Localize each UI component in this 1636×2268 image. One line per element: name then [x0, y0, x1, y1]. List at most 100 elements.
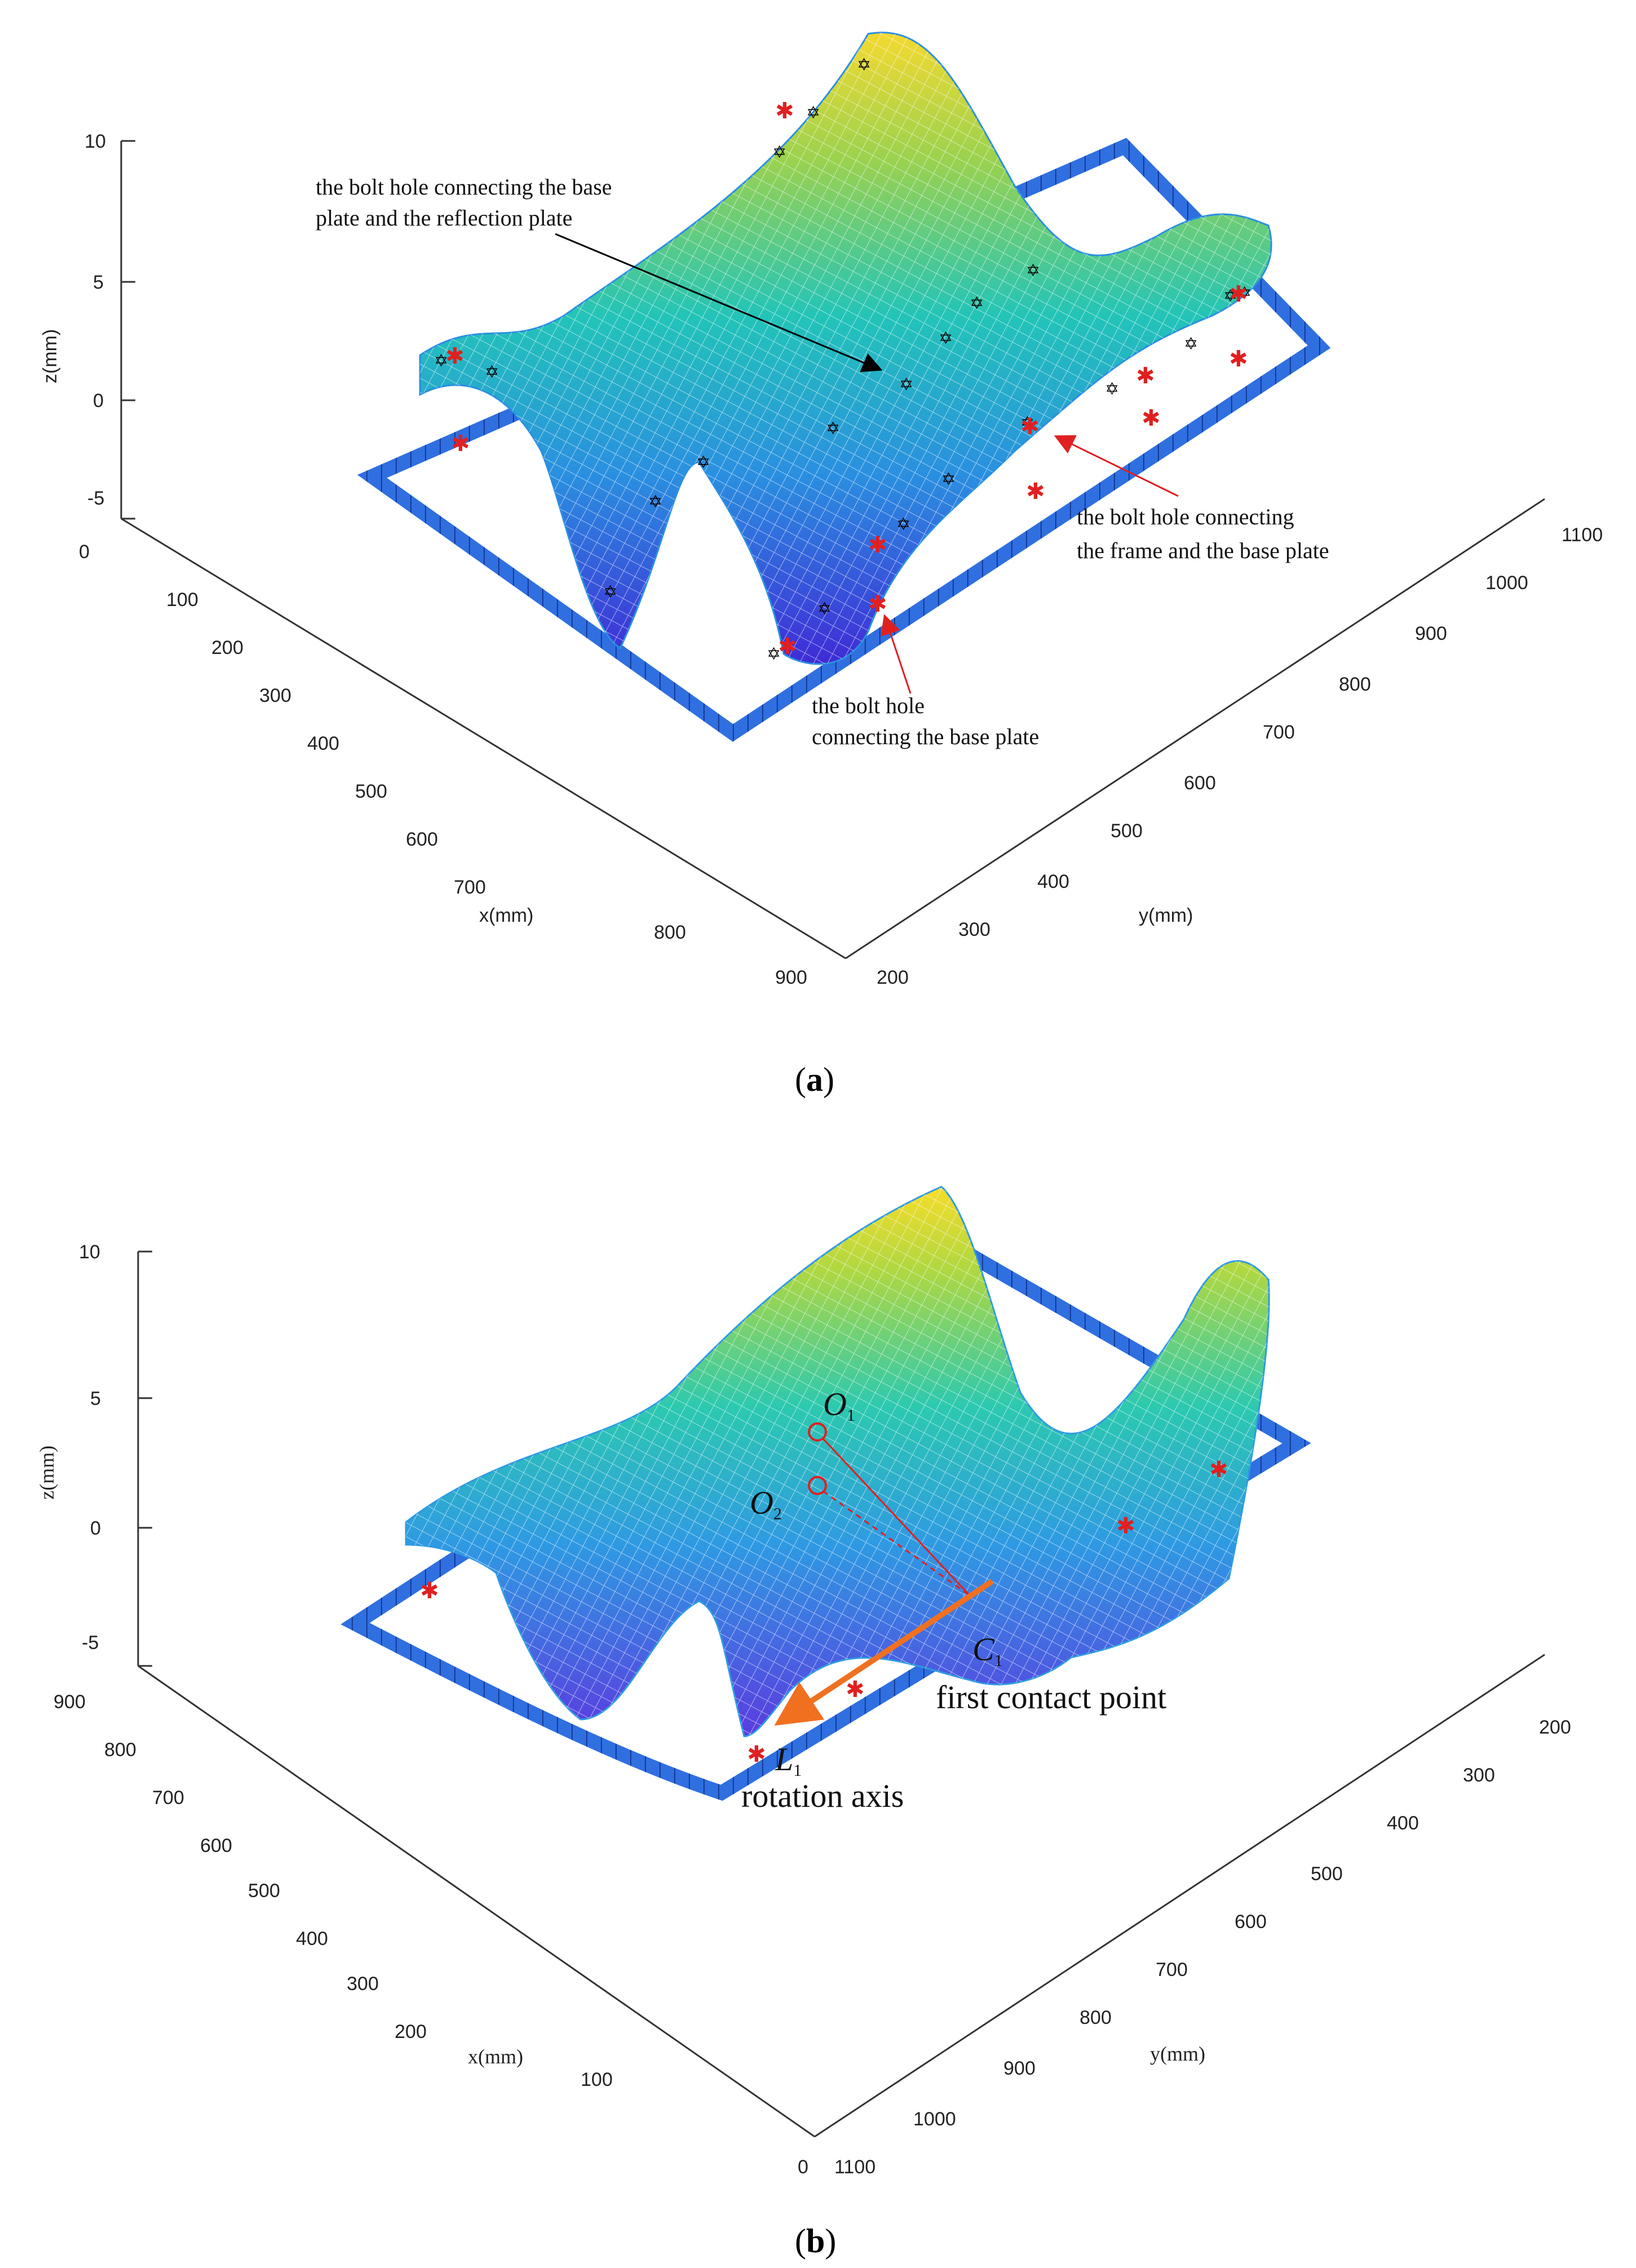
bolt-cross: ✱: [1229, 346, 1248, 372]
x-tick-b: 400: [296, 1928, 328, 1949]
x-tick-a: 600: [406, 829, 438, 850]
label-c1: C1: [972, 1631, 1003, 1670]
y-tick-b: 400: [1387, 1812, 1419, 1834]
y-tick-b: 300: [1463, 1765, 1495, 1786]
annotation-a-3: the bolt hole connecting the base plate: [812, 614, 1039, 749]
z-ticks-b: [138, 1250, 152, 1667]
bolt-cross: ✱: [868, 591, 887, 617]
x-tick-a: 400: [307, 733, 339, 754]
caption-a: (a): [795, 1061, 834, 1098]
bolt-star: ✡: [434, 351, 448, 371]
x-tick-b: 100: [581, 2069, 613, 2090]
x-tick-a: 100: [166, 589, 198, 611]
bolt-cross: ✱: [846, 1677, 865, 1703]
bolt-star: ✡: [939, 329, 953, 348]
svg-text:the frame and the base plate: the frame and the base plate: [1077, 538, 1329, 563]
y-tick-a: 300: [958, 919, 991, 940]
annotation-first-contact: first contact point: [936, 1679, 1166, 1716]
bolt-star: ✡: [767, 644, 781, 664]
frame-b: [341, 1231, 1311, 1801]
annotation-rotation-axis: rotation axis: [741, 1778, 904, 1814]
bolt-star: ✡: [941, 470, 956, 489]
bolt-star: ✡: [1026, 261, 1040, 281]
bolt-star: ✡: [806, 103, 820, 123]
label-o2: O2: [750, 1484, 782, 1523]
label-o1: O1: [823, 1386, 855, 1425]
surface-a: [419, 32, 1272, 665]
y-ticks-a: 200 300 400 500 600 700 800 900 1000 110…: [877, 524, 1603, 988]
bolt-star: ✡: [1237, 284, 1252, 303]
bolt-star: ✡: [1105, 379, 1119, 399]
bolt-star: ✡: [772, 143, 786, 162]
y-tick-b: 800: [1080, 2007, 1112, 2028]
rotation-axis-arrow: [774, 1579, 994, 1726]
y-label-b: y(mm): [1150, 2042, 1205, 2065]
z-tick-a-5: 5: [93, 272, 104, 293]
svg-text:the bolt hole: the bolt hole: [812, 693, 925, 718]
y-tick-b: 500: [1311, 1863, 1343, 1885]
y-tick-b: 900: [1003, 2058, 1036, 2079]
z-tick-a-10: 10: [85, 131, 106, 152]
y-tick-a: 700: [1263, 722, 1295, 743]
z-label-a: z(mm): [39, 329, 61, 383]
bolt-cross: ✱: [775, 98, 794, 124]
bolt-cross: ✱: [778, 634, 797, 660]
bolt-cross: ✱: [445, 343, 465, 369]
bolt-star: ✡: [1020, 413, 1034, 433]
y-tick-a: 1000: [1485, 572, 1528, 594]
annotation-a-2: the bolt hole connecting the frame and t…: [1054, 435, 1329, 563]
annotation-a-1: the bolt hole connecting the base plate …: [316, 174, 883, 373]
bolt-star: ✡: [817, 599, 832, 619]
svg-text:the bolt hole connecting: the bolt hole connecting: [1077, 504, 1294, 529]
z-label-b: z(mm): [36, 1445, 58, 1500]
x-label-b: x(mm): [468, 2045, 523, 2068]
x-tick-b: 200: [395, 2021, 427, 2042]
svg-text:plate and the reflection plate: plate and the reflection plate: [316, 205, 572, 231]
panel-a: 10 5 0 -5 z(mm) 0 100 200 300 400 500 60…: [39, 32, 1603, 1098]
x-tick-a: 300: [259, 685, 291, 706]
bolt-cross: ✱: [1026, 479, 1045, 505]
bolt-star: ✡: [485, 362, 499, 382]
surface-b: [405, 1186, 1270, 1738]
x-tick-b: 600: [200, 1835, 232, 1856]
z-tick-b-5: 5: [90, 1388, 101, 1409]
bolt-cross: ✱: [451, 431, 470, 457]
y-tick-b: 200: [1539, 1717, 1571, 1738]
point-o2: [808, 1476, 827, 1495]
bolt-star: ✡: [970, 294, 984, 313]
y-ticks-b: 1100 1000 900 800 700 600 500 400 300 20…: [834, 1717, 1571, 2178]
x-tick-b: 800: [104, 1739, 136, 1761]
bolt-star: ✡: [896, 515, 910, 534]
z-tick-b-m5: -5: [82, 1632, 99, 1654]
y-tick-b: 700: [1156, 1959, 1188, 1980]
x-tick-a: 200: [211, 637, 244, 658]
bolt-cross: ✱: [1142, 405, 1161, 431]
y-tick-a: 400: [1037, 871, 1069, 892]
axes-a: [120, 141, 1545, 960]
x-label-a: x(mm): [479, 905, 533, 926]
y-tick-a: 500: [1111, 820, 1143, 842]
x-tick-a: 500: [355, 781, 387, 802]
z-tick-b-0: 0: [90, 1518, 101, 1539]
x-tick-a: 0: [79, 541, 90, 563]
x-tick-b: 900: [54, 1691, 86, 1713]
label-l1: L1: [775, 1741, 802, 1780]
bolt-star: ✡: [826, 419, 840, 439]
axes-b: [137, 1252, 1545, 2138]
x-tick-b: 500: [248, 1880, 280, 1902]
x-tick-b: 700: [152, 1787, 184, 1809]
x-tick-a: 800: [654, 922, 686, 943]
svg-text:the bolt hole connecting the b: the bolt hole connecting the base: [316, 174, 612, 200]
z-ticks-a: [121, 140, 135, 520]
bolt-star: ✡: [696, 453, 710, 472]
x-ticks-a: 0 100 200 300 400 500 600 700 800 900: [79, 541, 807, 988]
bolt-star: ✡: [603, 582, 617, 602]
bolt-cross: ✱: [747, 1741, 766, 1767]
bolt-cross: ✱: [1020, 414, 1040, 440]
bolt-cross: ✱: [1229, 281, 1248, 307]
z-tick-a-0: 0: [93, 390, 104, 412]
x-tick-a: 700: [454, 877, 486, 898]
bolt-cross: ✱: [1209, 1457, 1228, 1483]
y-tick-a: 600: [1184, 772, 1216, 794]
